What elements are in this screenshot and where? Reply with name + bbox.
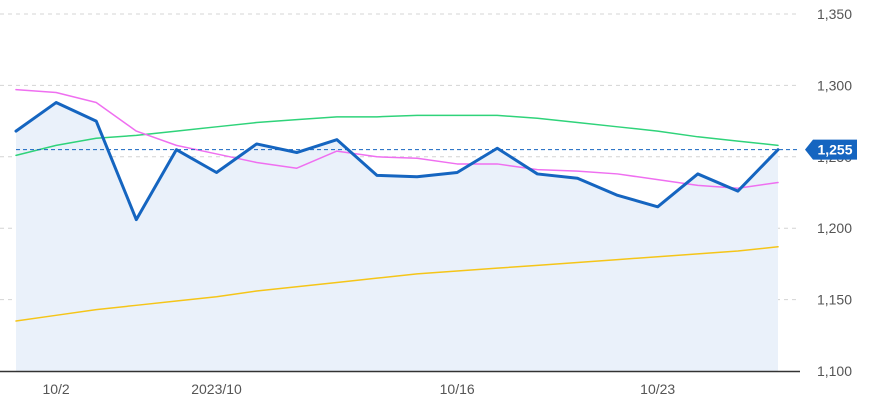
y-tick-label: 1,350 [817,6,852,22]
series-lines [14,88,780,322]
x-axis-ticks: 10/2 2023/10 10/16 10/23 [42,381,675,397]
last-value-badge-label: 1,255 [817,142,852,158]
x-tick-label: 10/23 [640,381,675,397]
price-area [16,102,778,371]
x-tick-label: 2023/10 [191,381,242,397]
x-tick-label: 10/2 [42,381,69,397]
price-area-fill [16,102,778,371]
last-value-marker: 1,255 [16,139,857,160]
ma_long-line [15,246,779,322]
y-tick-label: 1,300 [817,77,852,93]
y-tick-label: 1,100 [817,363,852,379]
x-tick-label: 10/16 [440,381,475,397]
ma_mid-line [15,114,779,157]
price-line [14,101,780,222]
y-tick-label: 1,200 [817,220,852,236]
y-tick-label: 1,150 [817,292,852,308]
ma_short-line [15,88,779,189]
last-value-badge [805,139,857,160]
